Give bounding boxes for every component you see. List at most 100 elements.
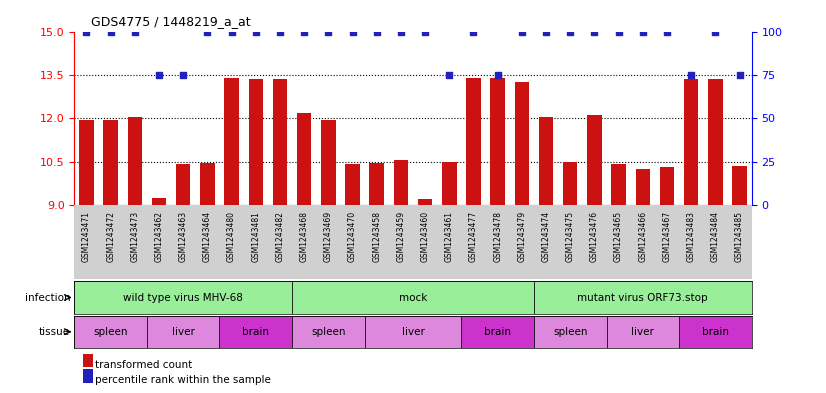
Text: GSM1243465: GSM1243465 [614, 211, 623, 262]
Bar [147, 316, 220, 348]
Text: brain: brain [484, 327, 511, 337]
Text: GSM1243463: GSM1243463 [178, 211, 188, 262]
Point [588, 29, 601, 35]
Point [443, 72, 456, 78]
Point [80, 29, 93, 35]
Text: mutant virus ORF73.stop: mutant virus ORF73.stop [577, 292, 708, 303]
Text: GSM1243459: GSM1243459 [396, 211, 406, 262]
Text: GDS4775 / 1448219_a_at: GDS4775 / 1448219_a_at [91, 15, 250, 28]
Bar [606, 316, 679, 348]
Bar [534, 316, 606, 348]
Text: GSM1243470: GSM1243470 [348, 211, 357, 262]
Bar [679, 316, 752, 348]
Point [370, 29, 383, 35]
Point [661, 29, 674, 35]
Point [612, 29, 625, 35]
Point [225, 29, 238, 35]
Text: GSM1243458: GSM1243458 [373, 211, 382, 262]
Text: GSM1243474: GSM1243474 [542, 211, 551, 262]
Bar [635, 169, 650, 205]
Bar [273, 79, 287, 205]
Point [273, 29, 287, 35]
Text: GSM1243478: GSM1243478 [493, 211, 502, 262]
Point [419, 29, 432, 35]
Bar [292, 316, 364, 348]
Text: spleen: spleen [553, 327, 587, 337]
Text: GSM1243485: GSM1243485 [735, 211, 744, 262]
Bar [225, 78, 239, 205]
Text: liver: liver [631, 327, 654, 337]
Point [297, 29, 311, 35]
Point [733, 72, 746, 78]
Text: GSM1243466: GSM1243466 [638, 211, 648, 262]
Point [322, 29, 335, 35]
Bar [176, 164, 191, 205]
Text: spleen: spleen [311, 327, 345, 337]
Point [636, 29, 649, 35]
Text: brain: brain [242, 327, 269, 337]
Text: GSM1243482: GSM1243482 [275, 211, 284, 262]
Text: GSM1243472: GSM1243472 [106, 211, 115, 262]
Text: GSM1243481: GSM1243481 [251, 211, 260, 262]
Text: GSM1243476: GSM1243476 [590, 211, 599, 262]
Point [177, 72, 190, 78]
Point [685, 72, 698, 78]
Bar [220, 316, 292, 348]
Text: GSM1243484: GSM1243484 [711, 211, 720, 262]
Bar [74, 281, 292, 314]
Text: spleen: spleen [93, 327, 128, 337]
Text: GSM1243477: GSM1243477 [469, 211, 478, 262]
Bar [200, 163, 215, 205]
Bar [418, 199, 432, 205]
Text: GSM1243468: GSM1243468 [300, 211, 309, 262]
Text: tissue: tissue [39, 327, 70, 337]
Text: GSM1243467: GSM1243467 [662, 211, 672, 262]
Bar [394, 160, 408, 205]
Bar [462, 316, 534, 348]
Text: mock: mock [399, 292, 427, 303]
Text: percentile rank within the sample: percentile rank within the sample [95, 375, 271, 386]
Bar [660, 167, 674, 205]
Bar [515, 82, 529, 205]
Bar [587, 116, 601, 205]
Text: GSM1243471: GSM1243471 [82, 211, 91, 262]
Text: GSM1243483: GSM1243483 [686, 211, 695, 262]
Text: infection: infection [25, 292, 70, 303]
Point [104, 29, 117, 35]
Text: GSM1243480: GSM1243480 [227, 211, 236, 262]
Text: brain: brain [702, 327, 729, 337]
Bar [733, 166, 747, 205]
Point [128, 29, 141, 35]
Bar [292, 281, 534, 314]
Point [515, 29, 529, 35]
Text: GSM1243464: GSM1243464 [203, 211, 212, 262]
Text: GSM1243479: GSM1243479 [517, 211, 526, 262]
Bar [491, 78, 505, 205]
Text: transformed count: transformed count [95, 360, 192, 370]
Point [491, 72, 504, 78]
Bar [127, 117, 142, 205]
Bar [534, 281, 752, 314]
Bar [74, 316, 147, 348]
Point [563, 29, 577, 35]
Point [249, 29, 263, 35]
Point [152, 72, 165, 78]
Bar [79, 120, 93, 205]
Bar [369, 163, 384, 205]
Point [201, 29, 214, 35]
Text: GSM1243473: GSM1243473 [131, 211, 140, 262]
Point [467, 29, 480, 35]
Bar [708, 79, 723, 205]
Bar [297, 112, 311, 205]
Bar [364, 316, 462, 348]
Text: GSM1243469: GSM1243469 [324, 211, 333, 262]
Text: wild type virus MHV-68: wild type virus MHV-68 [123, 292, 243, 303]
Bar [466, 78, 481, 205]
Point [539, 29, 553, 35]
Bar [321, 120, 335, 205]
Bar [103, 120, 118, 205]
Text: GSM1243461: GSM1243461 [444, 211, 453, 262]
Bar [563, 162, 577, 205]
Bar [611, 164, 626, 205]
Text: GSM1243460: GSM1243460 [420, 211, 430, 262]
